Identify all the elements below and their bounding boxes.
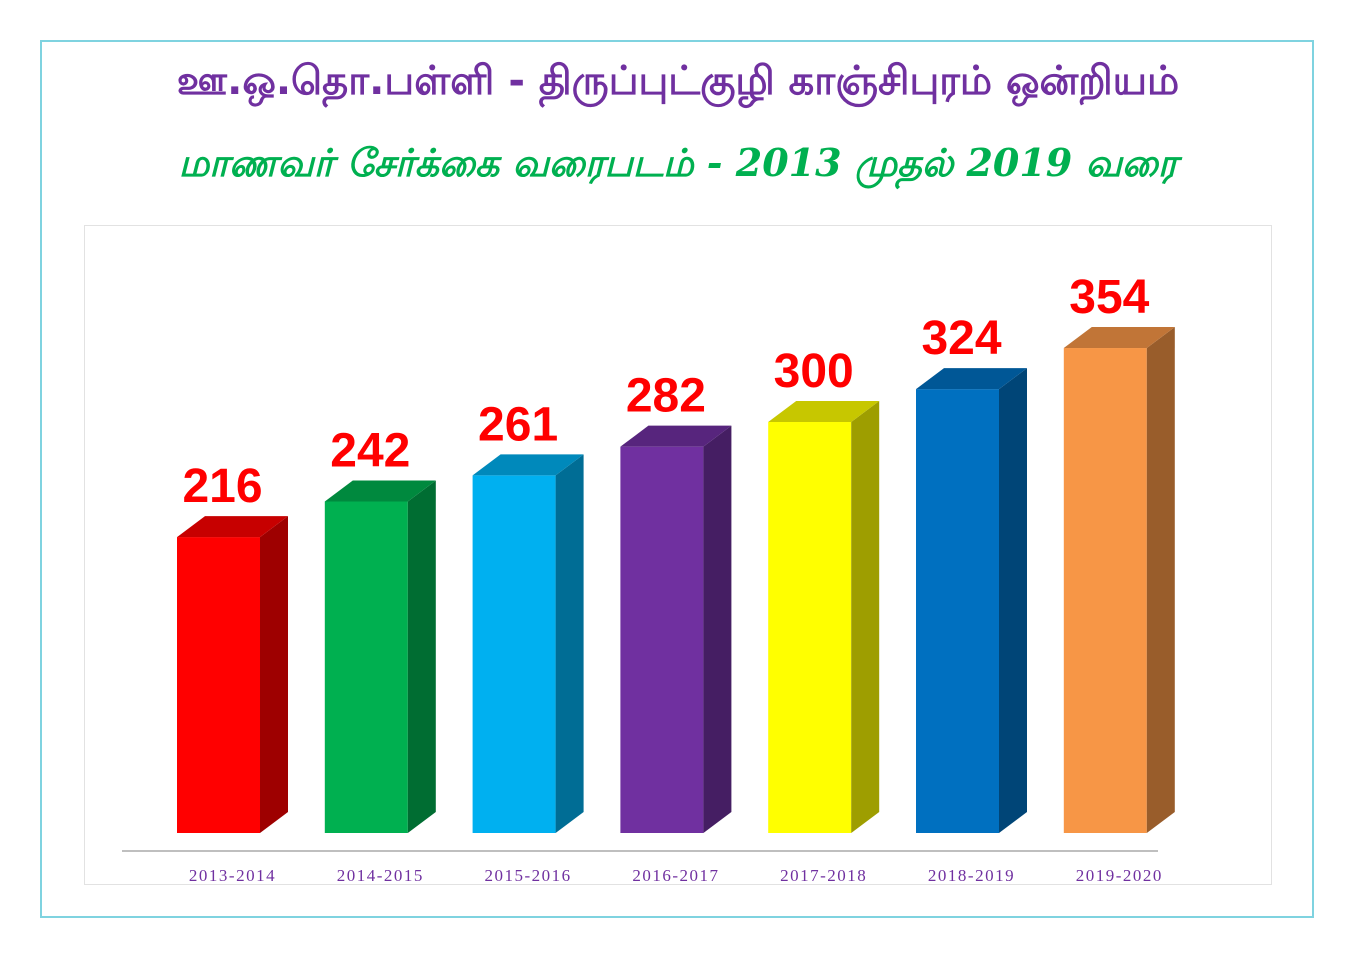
bar-side-2015-2016: [555, 454, 584, 833]
bar-top-2018-2019: [916, 368, 1027, 390]
x-tick-label: 2016-2017: [632, 866, 719, 885]
bar-2013-2014: [177, 537, 260, 833]
bar-2015-2016: [472, 475, 556, 833]
bar-top-2013-2014: [177, 516, 288, 538]
chart-title: ஊ.ஒ.தொ.பள்ளி - திருப்புட்குழி காஞ்சிபுரம…: [176, 58, 1180, 104]
bar-top-2015-2016: [472, 454, 584, 476]
data-label-2015-2016: 261: [478, 398, 558, 451]
bar-top-2016-2017: [620, 425, 732, 447]
bar-2018-2019: [916, 389, 999, 833]
bar-side-2014-2015: [407, 480, 436, 833]
bar-2019-2020: [1063, 348, 1147, 833]
bar-side-2017-2018: [851, 401, 880, 833]
bar-side-2019-2020: [1146, 327, 1175, 833]
data-label-2017-2018: 300: [774, 345, 854, 398]
data-label-2019-2020: 354: [1069, 271, 1149, 324]
bar-side-2016-2017: [703, 425, 732, 833]
x-tick-label: 2014-2015: [337, 866, 424, 885]
bar-top-2014-2015: [324, 480, 436, 502]
plot-area: [84, 225, 1272, 885]
x-tick-label: 2018-2019: [928, 866, 1015, 885]
bar-2017-2018: [768, 422, 852, 833]
x-tick-label: 2015-2016: [485, 866, 572, 885]
bar-top-2017-2018: [768, 401, 880, 422]
data-label-2014-2015: 242: [330, 424, 410, 477]
chart-subtitle: மாணவர் சேர்க்கை வரைபடம் - 2013 முதல் 201…: [178, 140, 1178, 185]
x-tick-label: 2013-2014: [189, 866, 276, 885]
data-label-2013-2014: 216: [182, 460, 262, 513]
bar-side-2018-2019: [999, 368, 1027, 833]
bar-top-2019-2020: [1063, 327, 1175, 349]
chart-frame: [40, 40, 1314, 918]
data-label-2016-2017: 282: [626, 370, 706, 423]
x-tick-label: 2019-2020: [1076, 866, 1163, 885]
bar-2014-2015: [324, 501, 408, 833]
bar-side-2013-2014: [260, 516, 288, 833]
x-tick-label: 2017-2018: [780, 866, 867, 885]
bar-2016-2017: [620, 446, 704, 833]
data-label-2018-2019: 324: [921, 312, 1001, 365]
